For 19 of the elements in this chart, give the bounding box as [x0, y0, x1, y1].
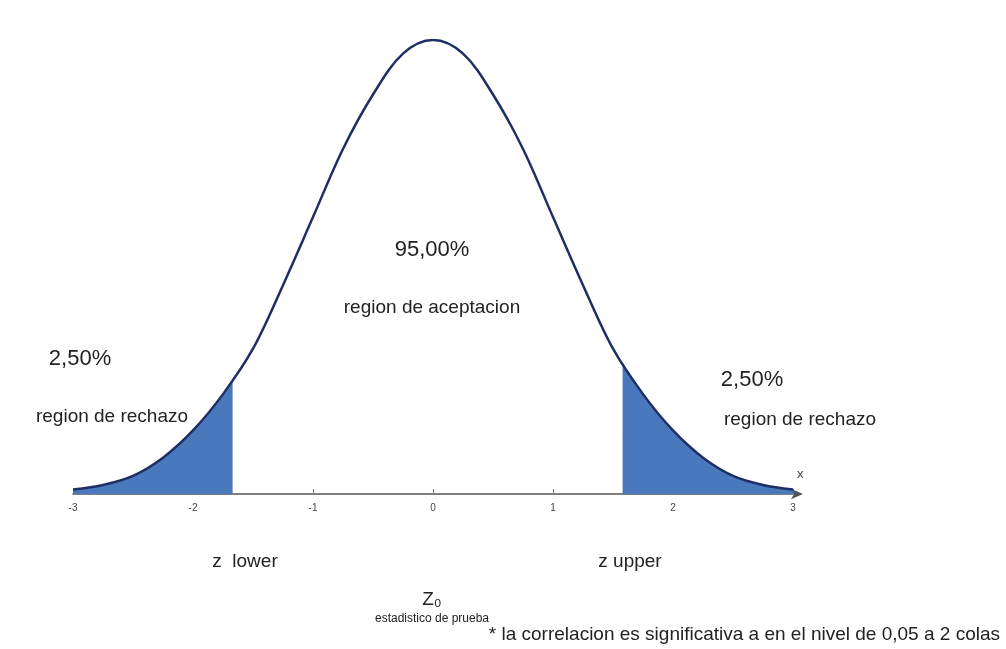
- x-tick-label: 1: [550, 501, 557, 513]
- text: z upper: [598, 549, 663, 571]
- annotation: region de aceptacion: [343, 295, 521, 317]
- x-axis-title: x: [797, 466, 804, 481]
- annotation: region de rechazo: [35, 404, 189, 426]
- annotation: 95,00%: [394, 235, 470, 261]
- annotation: 2,50%: [48, 344, 112, 370]
- x-tick-label: 0: [430, 501, 437, 513]
- x-tick-label: 3: [790, 501, 797, 513]
- annotation: 2,50%: [720, 365, 784, 391]
- text: estadistico de prueba: [374, 611, 490, 625]
- x-tick-label: -3: [68, 501, 78, 513]
- annotation: region de rechazo: [723, 407, 877, 429]
- text: Z₀: [422, 587, 442, 609]
- text: z lower: [212, 549, 279, 571]
- x-tick-label: -1: [308, 501, 318, 513]
- text: * la correlacion es significativa a en el nivel de 0,05 a 2 colas: [488, 622, 1000, 644]
- x-tick-label: 2: [670, 501, 677, 513]
- x-tick-label: -2: [188, 501, 198, 513]
